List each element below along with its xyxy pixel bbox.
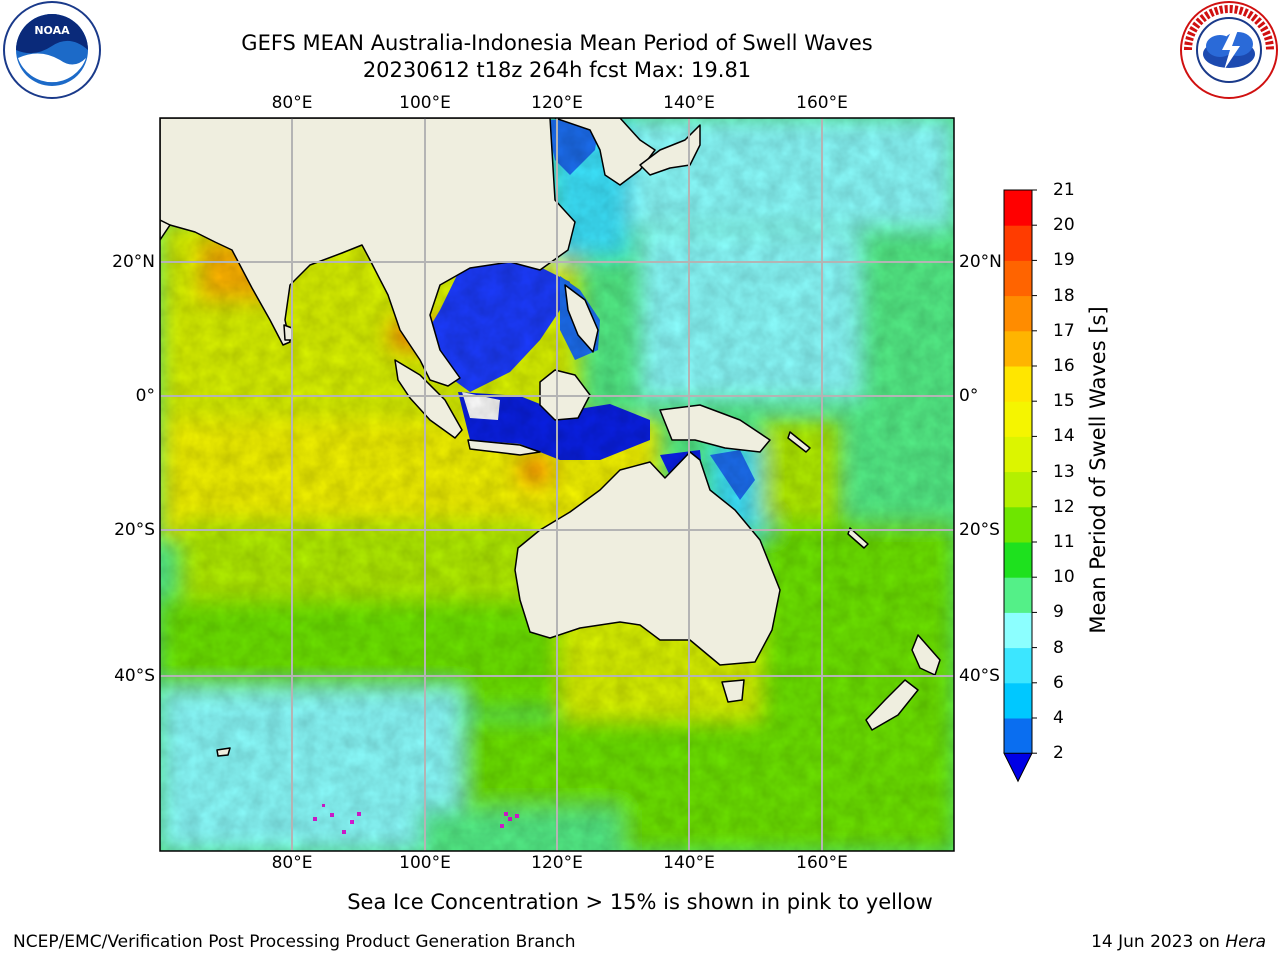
colorbar-tick-label: 9	[1053, 602, 1064, 623]
landmass-sumatra	[394, 359, 463, 439]
colorbar-tick-label: 13	[1053, 461, 1075, 482]
colorbar-segment	[1004, 225, 1032, 261]
colorbar-tick-label: 8	[1053, 637, 1064, 658]
colorbar-tick-label: 19	[1053, 250, 1075, 271]
colorbar-segment	[1004, 577, 1032, 613]
colorbar-label: Mean Period of Swell Waves [s]	[1086, 306, 1110, 634]
colorbar-tick-label: 17	[1053, 320, 1075, 341]
lon-tick-bottom: 120°E	[531, 853, 583, 873]
landmass-tasmania	[721, 679, 745, 703]
graticule	[160, 118, 954, 851]
colorbar-segment	[1004, 260, 1032, 297]
colorbar-tick-label: 11	[1053, 532, 1075, 552]
landmass-kerguelen	[216, 747, 231, 757]
lat-tick-left: 0°	[135, 386, 155, 406]
noaa-logo: NOAA	[3, 1, 101, 99]
landmass-java	[467, 439, 541, 456]
lat-tick-left: 20°N	[112, 252, 155, 272]
colorbar-tick-label: 14	[1053, 426, 1075, 447]
landmass-australia	[514, 451, 781, 666]
colorbar-segment	[1004, 295, 1032, 332]
colorbar-tick-label: 15	[1053, 391, 1075, 412]
lon-tick-bottom: 100°E	[399, 853, 451, 873]
map-frame	[159, 117, 955, 852]
colorbar-tick-label: 16	[1053, 356, 1075, 376]
lon-tick-bottom: 160°E	[796, 853, 848, 873]
nws-logo	[1180, 1, 1278, 99]
chart-title: GEFS MEAN Australia-Indonesia Mean Perio…	[241, 31, 873, 55]
svg-text:NOAA: NOAA	[34, 24, 70, 37]
lon-tick-top: 140°E	[663, 93, 715, 113]
lat-tick-right: 0°	[959, 386, 979, 406]
lon-tick-top: 80°E	[271, 93, 313, 113]
landmass-madagascar	[160, 219, 171, 241]
colorbar-tick-label: 20	[1053, 215, 1075, 236]
lon-tick-top: 160°E	[796, 93, 848, 113]
host-name: Hera	[1225, 932, 1266, 952]
chart-subtitle: 20230612 t18z 264h fcst Max: 19.81	[362, 58, 752, 82]
colorbar	[1003, 189, 1037, 783]
credit-line: NCEP/EMC/Verification Post Processing Pr…	[13, 932, 576, 952]
colorbar-tick-label: 18	[1053, 285, 1075, 306]
colorbar-segment	[1004, 682, 1032, 719]
colorbar-segment	[1004, 330, 1032, 367]
colorbar-segment	[1004, 506, 1032, 543]
landmass-japan	[639, 124, 701, 176]
colorbar-segment	[1004, 436, 1032, 473]
colorbar-tick-label: 2	[1053, 743, 1064, 764]
colorbar-tick-label: 6	[1053, 672, 1064, 693]
colorbar-tick-label: 4	[1053, 708, 1064, 728]
landmass-china-korea	[554, 118, 656, 186]
colorbar-under-extension	[1003, 752, 1033, 783]
lat-tick-right: 20°N	[959, 252, 1002, 272]
lon-tick-bottom: 80°E	[271, 853, 313, 873]
colorbar-segment	[1004, 190, 1032, 226]
lon-tick-top: 120°E	[531, 93, 583, 113]
lat-tick-right: 40°S	[959, 666, 1000, 686]
colorbar-segment	[1004, 718, 1032, 754]
landmass-sri-lanka	[283, 324, 293, 341]
sea-ice-note: Sea Ice Concentration > 15% is shown in …	[347, 890, 933, 914]
colorbar-segment	[1004, 647, 1032, 684]
landmass-new-guinea	[659, 404, 771, 453]
run-date: 14 Jun 2023 on Hera	[1091, 932, 1266, 952]
colorbar-segment	[1004, 612, 1032, 649]
colorbar-tick-label: 12	[1053, 496, 1075, 517]
lon-tick-top: 100°E	[399, 93, 451, 113]
run-date-text: 14 Jun 2023 on	[1091, 932, 1220, 952]
landmass-new-caledonia	[847, 527, 869, 549]
colorbar-segment	[1004, 542, 1032, 578]
colorbar-tick-label: 21	[1053, 180, 1075, 200]
landmass-new-zealand-south	[865, 679, 919, 731]
land	[160, 118, 941, 757]
lon-tick-bottom: 140°E	[663, 853, 715, 873]
landmass-new-zealand-north	[911, 634, 941, 676]
lat-tick-right: 20°S	[959, 520, 1000, 540]
landmass-solomons	[787, 431, 811, 453]
landmass-philippines	[564, 284, 599, 353]
colorbar-segment	[1004, 366, 1032, 402]
lat-tick-left: 20°S	[114, 520, 155, 540]
colorbar-segment	[1004, 401, 1032, 437]
colorbar-segment	[1004, 471, 1032, 508]
lat-tick-left: 40°S	[114, 666, 155, 686]
colorbar-tick-label: 10	[1053, 567, 1075, 588]
